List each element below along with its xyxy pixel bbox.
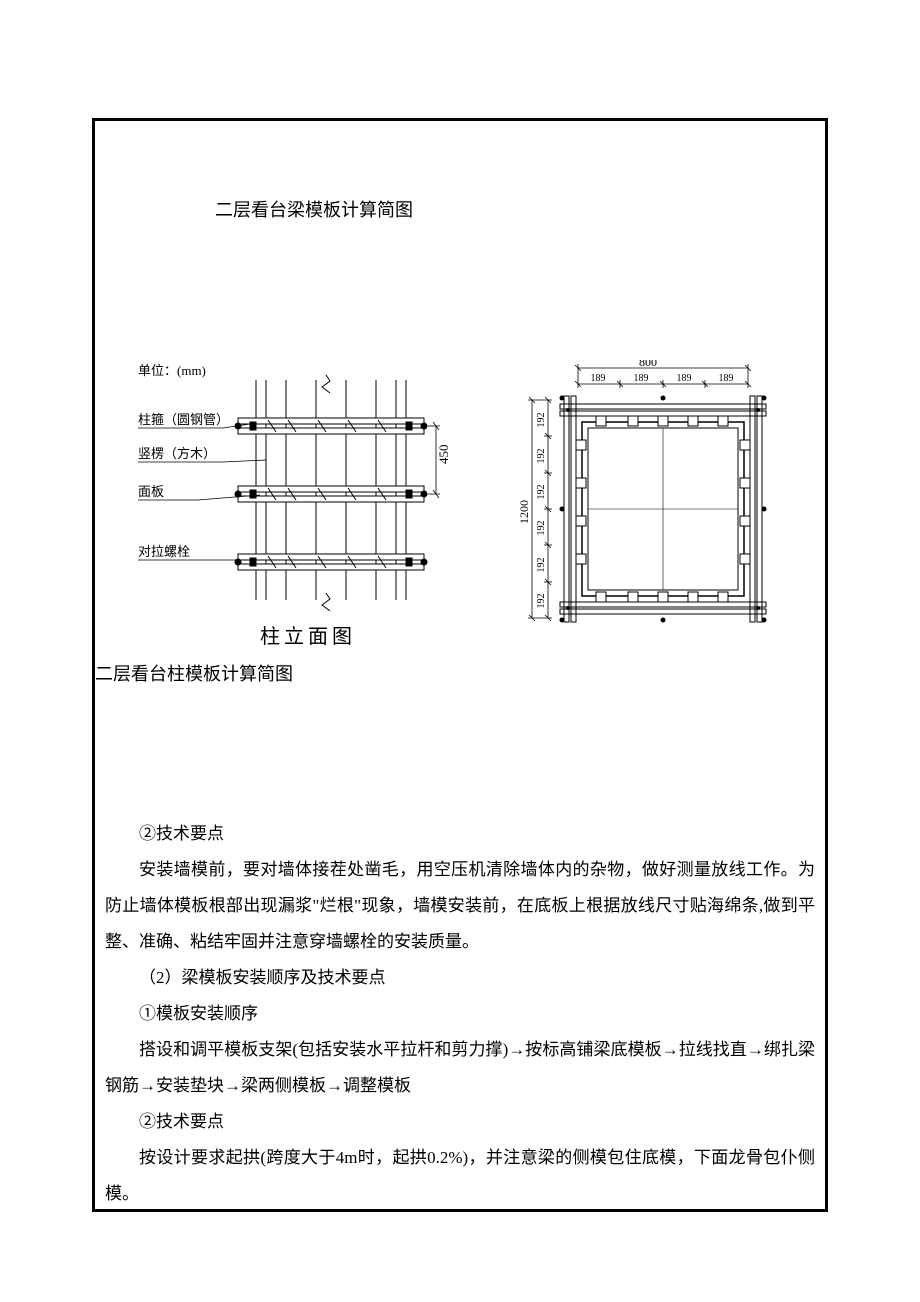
svg-text:189: 189 <box>591 373 606 384</box>
svg-text:189: 189 <box>634 373 649 384</box>
svg-text:189: 189 <box>719 373 734 384</box>
dim-450: 450 <box>436 445 451 465</box>
label-bolt: 对拉螺栓 <box>138 544 190 559</box>
column-diagram-title: 二层看台柱模板计算简图 <box>95 660 293 686</box>
unit-label: 单位：(mm) <box>138 363 206 378</box>
para-tech-points: ②技术要点 <box>105 816 815 852</box>
para-wall-prep: 安装墙模前，要对墙体接茬处凿毛，用空压机清除墙体内的杂物，做好测量放线工作。为防… <box>105 852 815 960</box>
elevation-title: 柱立面图 <box>260 620 356 649</box>
column-plan-svg: 800 189 189 189 189 1200 192 192 192 192… <box>518 360 778 630</box>
dim-1200: 1200 <box>518 500 531 524</box>
label-panel: 面板 <box>138 484 164 499</box>
svg-text:189: 189 <box>677 373 692 384</box>
dim-800: 800 <box>639 360 657 369</box>
para-camber: 按设计要求起拱(跨度大于4m时，起拱0.2%)，并注意梁的侧模包住底模，下面龙骨… <box>105 1140 815 1212</box>
beam-diagram-title: 二层看台梁模板计算简图 <box>215 196 413 222</box>
text-block: ②技术要点 安装墙模前，要对墙体接茬处凿毛，用空压机清除墙体内的杂物，做好测量放… <box>105 816 815 1212</box>
column-elevation-svg: 单位：(mm) <box>138 360 458 620</box>
para-seq-heading: ①模板安装顺序 <box>105 996 815 1032</box>
para-tech-points-2: ②技术要点 <box>105 1104 815 1140</box>
label-stud: 竖楞（方木） <box>138 446 216 461</box>
svg-text:192: 192 <box>536 449 547 464</box>
label-hoop: 柱箍（圆钢管） <box>138 412 229 427</box>
para-sequence: 搭设和调平模板支架(包括安装水平拉杆和剪力撑)→按标高铺梁底模板→拉线找直→绑扎… <box>105 1032 815 1104</box>
svg-text:192: 192 <box>536 558 547 573</box>
svg-text:192: 192 <box>536 594 547 609</box>
svg-text:192: 192 <box>536 413 547 428</box>
svg-text:192: 192 <box>536 485 547 500</box>
svg-text:192: 192 <box>536 521 547 536</box>
para-beam-heading: （2）梁模板安装顺序及技术要点 <box>105 960 815 996</box>
diagram-area: 单位：(mm) <box>138 360 778 650</box>
